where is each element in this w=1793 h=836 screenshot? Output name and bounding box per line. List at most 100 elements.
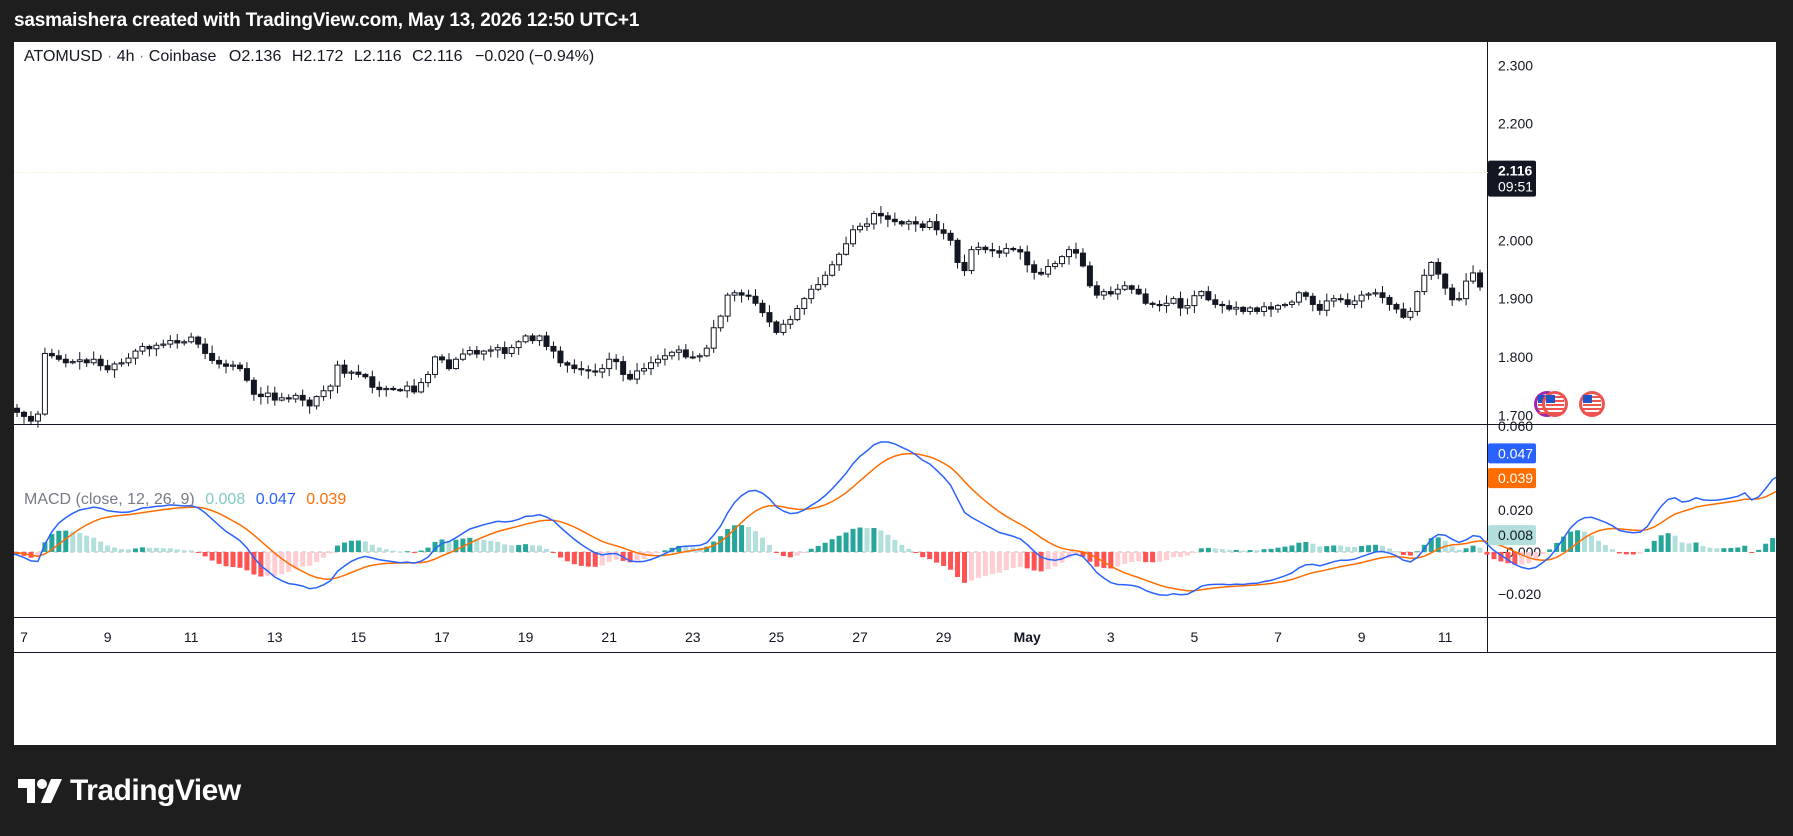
price-candle <box>1072 242 1079 259</box>
candle-body <box>975 246 982 251</box>
macd-histogram-bar <box>1463 548 1469 552</box>
macd-histogram-bar <box>411 551 417 553</box>
price-axis-tick: 1.900 <box>1498 291 1533 307</box>
macd-histogram-bar <box>1254 550 1260 552</box>
candle-body <box>752 295 759 304</box>
candle-body <box>529 335 536 342</box>
macd-histogram-bar <box>1623 551 1629 555</box>
macd-histogram-bar <box>341 542 347 552</box>
candle-body <box>181 341 188 344</box>
candle-body <box>1372 292 1379 295</box>
macd-histogram-bar <box>1763 543 1769 552</box>
candle-body <box>1170 298 1177 304</box>
price-axis-tick: 2.300 <box>1498 57 1533 73</box>
candle-body <box>759 302 766 314</box>
chart-canvas[interactable]: 2.3002.2002.1002.0001.9001.8001.7002.116… <box>14 42 1776 745</box>
macd-histogram-bar <box>272 551 278 576</box>
interval-label[interactable]: 4h <box>116 48 135 65</box>
price-candle <box>536 334 543 346</box>
price-candle <box>1079 248 1086 268</box>
candle-body <box>850 229 857 245</box>
price-candle <box>1184 298 1191 315</box>
candle-body <box>592 370 599 373</box>
price-candle <box>487 345 494 358</box>
candle-body <box>97 358 104 367</box>
price-candle <box>1400 302 1407 319</box>
price-candle <box>1365 292 1372 300</box>
price-candle <box>731 289 738 302</box>
price-candle <box>773 320 780 335</box>
price-candle <box>501 341 508 360</box>
macd-histogram-bar <box>146 547 152 552</box>
price-candle <box>961 254 968 277</box>
candle-body <box>111 363 118 371</box>
price-candle <box>341 359 348 378</box>
macd-histogram-bar <box>1184 551 1190 556</box>
candle-body <box>1247 307 1254 312</box>
macd-histogram-bar <box>1484 551 1490 555</box>
price-candle <box>794 305 801 321</box>
candle-body <box>1177 298 1184 309</box>
price-candle <box>27 411 34 426</box>
price-candle <box>982 245 989 254</box>
price-candle <box>863 217 870 231</box>
candle-body <box>48 352 55 357</box>
price-candle <box>1031 260 1038 280</box>
macd-title[interactable]: MACD (close, 12, 26, 9) <box>24 491 195 508</box>
price-candle <box>432 355 439 379</box>
macd-histogram-bar <box>509 545 515 552</box>
symbol-name[interactable]: ATOMUSD <box>24 48 103 65</box>
price-candle <box>1386 294 1393 311</box>
candle-body <box>278 397 285 401</box>
price-candle <box>216 356 223 369</box>
price-candle <box>689 351 696 360</box>
macd-histogram-bar <box>1233 549 1239 552</box>
price-axis-tick: 1.700 <box>1498 407 1533 423</box>
price-candle <box>877 206 884 224</box>
candle-body <box>264 392 271 398</box>
exchange-label: Coinbase <box>148 48 217 65</box>
macd-histogram-bar <box>132 548 138 552</box>
macd-histogram-bar <box>188 550 194 552</box>
price-candle <box>243 362 250 383</box>
price-candle <box>439 354 445 364</box>
candle-body <box>466 350 473 355</box>
macd-histogram-bar <box>1045 551 1051 570</box>
candle-body <box>1240 306 1247 312</box>
price-candle <box>327 384 334 399</box>
flag-stripe <box>1546 404 1564 406</box>
macd-histogram-bar <box>766 544 772 552</box>
candle-body <box>1114 288 1121 295</box>
price-candle <box>285 394 292 403</box>
price-candle <box>257 387 264 405</box>
price-candle <box>223 359 230 374</box>
candle-body <box>794 308 801 321</box>
macd-histogram-bar <box>843 532 849 552</box>
price-candle <box>209 345 216 364</box>
price-candle <box>850 224 857 247</box>
candle-body <box>1295 292 1302 303</box>
macd-histogram-bar <box>1533 551 1539 560</box>
flag-canton <box>1538 395 1547 403</box>
candle-body <box>550 345 557 352</box>
price-candle <box>139 342 146 355</box>
tradingview-logo[interactable]: TradingView <box>18 774 241 808</box>
macd-histogram-bar <box>181 550 187 552</box>
price-candle <box>459 348 466 362</box>
macd-line <box>14 441 1776 597</box>
signal-line-axis-label <box>1488 468 1536 489</box>
macd-histogram-bar <box>1164 551 1170 561</box>
candle-body <box>1135 288 1142 295</box>
macd-histogram-bar <box>641 551 647 559</box>
candle-body <box>857 225 863 231</box>
macd-signal-value: 0.039 <box>306 491 347 508</box>
candle-body <box>675 349 682 353</box>
macd-histogram-bar <box>1735 547 1741 552</box>
macd-histogram-bar <box>1742 545 1748 552</box>
chart-panel[interactable]: 2.3002.2002.1002.0001.9001.8001.7002.116… <box>14 42 1776 745</box>
candle-body <box>1463 280 1470 300</box>
open-label: O <box>228 48 242 65</box>
candle-body <box>230 364 236 367</box>
price-candle <box>1261 302 1268 317</box>
candle-body <box>634 370 641 380</box>
